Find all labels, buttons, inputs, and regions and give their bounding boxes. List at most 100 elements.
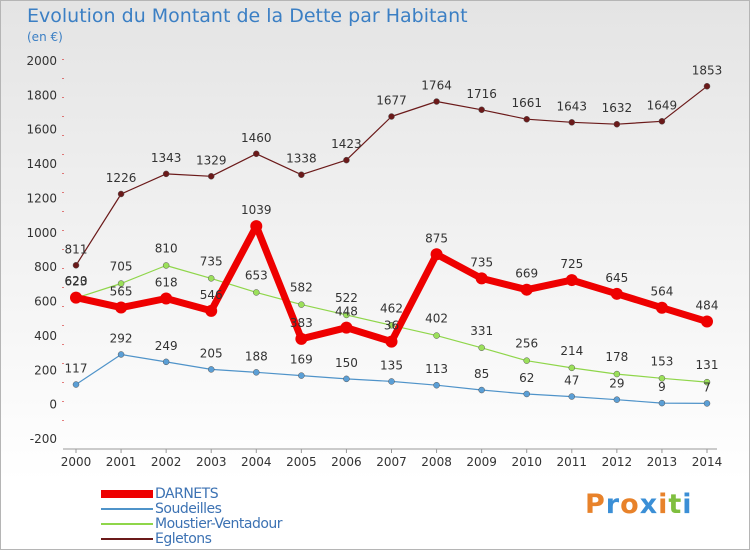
legend-swatch-egletons: [101, 538, 153, 540]
data-label-moustier-ventadour: 131: [696, 358, 719, 372]
y-tick-label: 600: [34, 295, 57, 309]
data-point-soudeilles: [613, 396, 621, 403]
x-tick-label: 2002: [151, 455, 182, 469]
data-label-darnets: 623: [65, 275, 88, 289]
data-label-darnets: 565: [110, 285, 133, 299]
data-label-darnets: 448: [335, 305, 358, 319]
legend-label-soudeilles: Soudeilles: [155, 501, 222, 517]
data-label-soudeilles: 85: [474, 367, 489, 381]
data-point-moustier-ventadour: [253, 289, 260, 296]
x-tick-label: 2009: [466, 455, 497, 469]
legend: DARNETS Soudeilles Moustier-Ventadour Eg…: [101, 486, 401, 547]
data-point-darnets: [655, 301, 668, 314]
x-tick-label: 2012: [602, 455, 633, 469]
logo-letter: i: [682, 489, 693, 520]
data-label-egletons: 1460: [241, 131, 272, 145]
data-label-moustier-ventadour: 582: [290, 281, 313, 295]
data-point-soudeilles: [298, 372, 305, 379]
data-label-soudeilles: 169: [290, 353, 313, 367]
y-tick-label: 1000: [26, 226, 57, 240]
data-label-egletons: 1338: [286, 152, 317, 166]
data-point-soudeilles: [703, 400, 711, 407]
data-label-moustier-ventadour: 735: [200, 254, 223, 268]
data-label-soudeilles: 205: [200, 346, 223, 360]
logo-letter: P: [585, 489, 606, 520]
data-label-soudeilles: 7: [703, 380, 711, 394]
data-point-egletons: [478, 106, 485, 114]
x-tick-label: 2008: [421, 455, 452, 469]
data-point-darnets: [340, 321, 353, 334]
y-tick-label: 1600: [26, 123, 57, 137]
data-point-egletons: [613, 120, 621, 128]
data-point-egletons: [658, 118, 666, 125]
legend-swatch-soudeilles: [101, 508, 153, 510]
legend-item-moustier-ventadour: Moustier-Ventadour: [101, 516, 401, 532]
data-point-darnets: [70, 291, 82, 304]
data-point-darnets: [610, 287, 623, 300]
data-point-soudeilles: [478, 386, 485, 394]
data-point-egletons: [388, 113, 395, 120]
y-tick-label: 1800: [26, 88, 57, 102]
data-label-darnets: 1039: [241, 203, 272, 217]
data-label-soudeilles: 29: [609, 377, 624, 391]
x-tick-label: 2013: [647, 455, 678, 469]
data-label-darnets: 669: [515, 267, 538, 281]
data-label-darnets: 383: [290, 316, 313, 330]
data-point-egletons: [703, 83, 711, 90]
data-point-darnets: [430, 248, 443, 261]
data-point-egletons: [207, 173, 215, 180]
x-tick-label: 2001: [106, 455, 137, 469]
data-label-egletons: 1423: [331, 137, 362, 151]
data-label-darnets: 484: [696, 298, 719, 312]
y-tick-label: 200: [34, 363, 57, 377]
x-tick-label: 2014: [692, 455, 723, 469]
data-label-egletons: 1643: [557, 99, 588, 113]
data-point-moustier-ventadour: [343, 311, 350, 319]
chart-subtitle: (en €): [27, 30, 63, 44]
data-label-darnets: 875: [425, 231, 448, 245]
data-point-soudeilles: [253, 369, 260, 376]
data-label-soudeilles: 113: [425, 362, 448, 376]
data-point-darnets: [250, 220, 263, 233]
legend-label-moustier-ventadour: Moustier-Ventadour: [155, 516, 283, 532]
data-label-egletons: 1226: [106, 171, 137, 185]
data-label-moustier-ventadour: 153: [650, 354, 673, 368]
data-label-moustier-ventadour: 402: [425, 312, 448, 326]
data-label-egletons: 1677: [376, 93, 407, 107]
data-label-moustier-ventadour: 214: [560, 344, 583, 358]
data-point-moustier-ventadour: [703, 378, 711, 386]
data-label-moustier-ventadour: 810: [155, 241, 178, 255]
data-point-darnets: [205, 304, 218, 317]
data-label-moustier-ventadour: 620: [65, 274, 88, 288]
data-point-moustier-ventadour: [613, 370, 621, 378]
logo-letter: o: [620, 489, 640, 520]
data-label-moustier-ventadour: 653: [245, 268, 268, 282]
data-point-soudeilles: [343, 375, 350, 383]
data-point-moustier-ventadour: [568, 364, 576, 372]
data-label-egletons: 811: [65, 242, 88, 256]
y-tick-label: 2000: [26, 54, 57, 68]
x-tick-label: 2006: [331, 455, 362, 469]
data-point-moustier-ventadour: [523, 357, 530, 364]
data-point-darnets: [565, 274, 578, 287]
data-label-moustier-ventadour: 705: [110, 260, 133, 274]
x-tick-label: 2005: [286, 455, 317, 469]
x-tick-label: 2007: [376, 455, 407, 469]
legend-swatch-darnets: [101, 490, 153, 498]
data-label-soudeilles: 62: [519, 371, 534, 385]
logo-letter: i: [658, 489, 669, 520]
data-point-moustier-ventadour: [298, 301, 305, 308]
data-label-soudeilles: 117: [65, 362, 88, 376]
data-label-moustier-ventadour: 522: [335, 291, 358, 305]
x-tick-label: 2011: [557, 455, 588, 469]
data-point-moustier-ventadour: [658, 375, 666, 382]
data-point-darnets: [475, 272, 488, 285]
data-point-egletons: [117, 190, 125, 198]
data-label-soudeilles: 188: [245, 349, 268, 363]
data-point-moustier-ventadour: [207, 275, 215, 282]
data-point-soudeilles: [433, 381, 440, 389]
y-tick-label: -200: [30, 432, 57, 446]
logo-letter: t: [668, 489, 683, 520]
